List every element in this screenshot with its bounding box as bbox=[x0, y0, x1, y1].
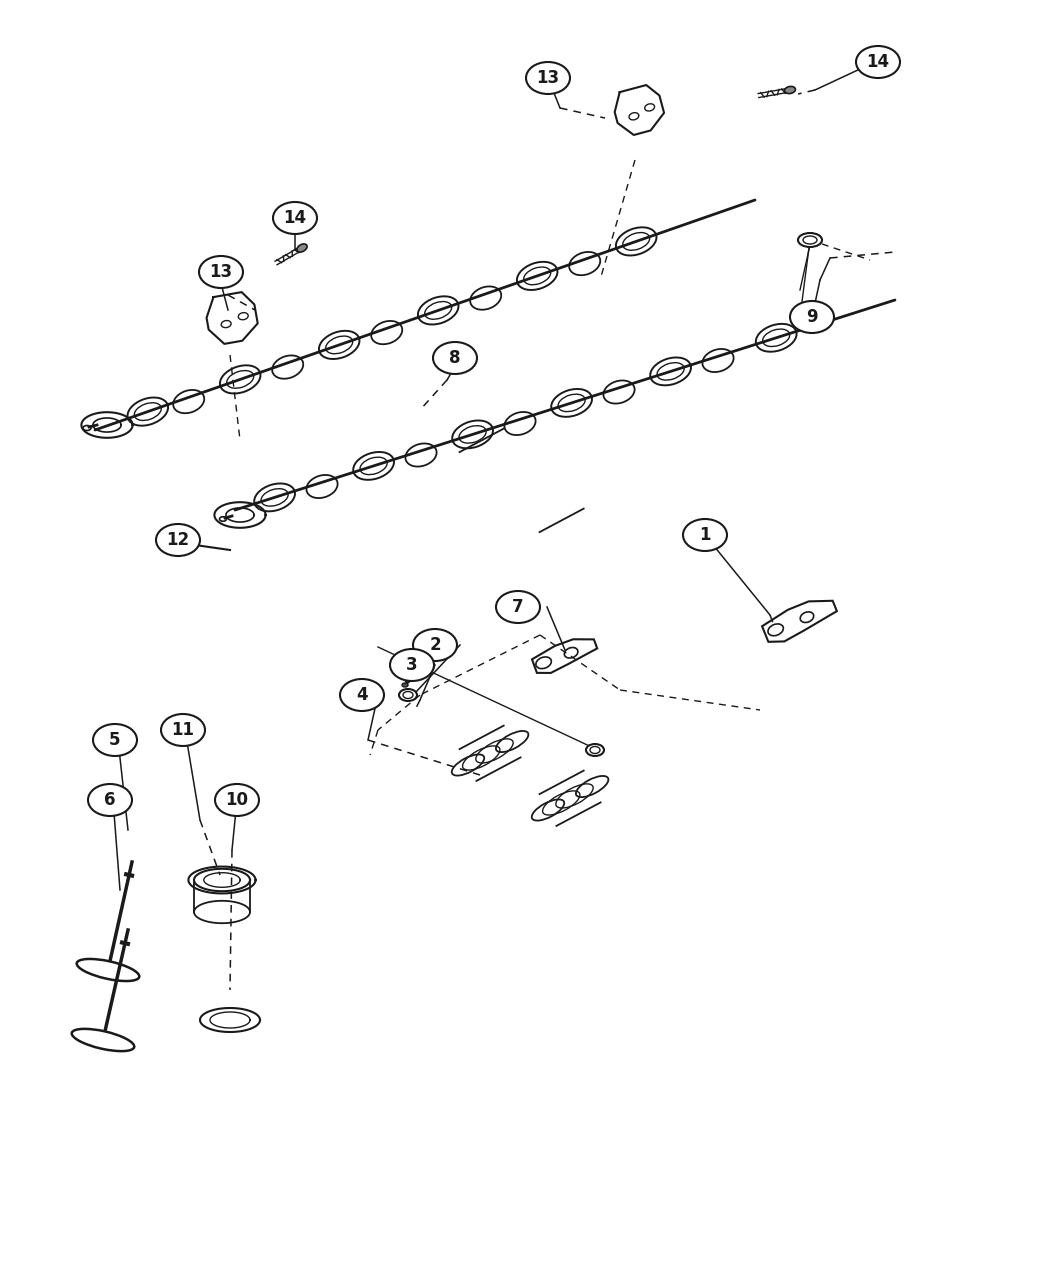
Ellipse shape bbox=[526, 62, 570, 94]
Text: 12: 12 bbox=[167, 530, 190, 550]
Text: 11: 11 bbox=[171, 720, 194, 739]
Ellipse shape bbox=[682, 519, 727, 551]
Text: 4: 4 bbox=[356, 686, 368, 704]
Ellipse shape bbox=[161, 714, 205, 746]
Ellipse shape bbox=[156, 524, 200, 556]
Ellipse shape bbox=[186, 539, 198, 547]
Ellipse shape bbox=[413, 629, 457, 660]
Text: 2: 2 bbox=[429, 636, 441, 654]
Text: 6: 6 bbox=[104, 790, 116, 810]
Text: 7: 7 bbox=[512, 598, 524, 616]
Ellipse shape bbox=[586, 745, 604, 756]
Ellipse shape bbox=[88, 784, 132, 816]
Ellipse shape bbox=[433, 342, 477, 374]
Text: 8: 8 bbox=[449, 349, 461, 367]
Ellipse shape bbox=[402, 683, 408, 687]
Ellipse shape bbox=[790, 301, 834, 333]
Ellipse shape bbox=[297, 244, 307, 252]
Ellipse shape bbox=[77, 959, 140, 980]
Text: 14: 14 bbox=[866, 54, 889, 71]
Ellipse shape bbox=[273, 201, 317, 235]
Ellipse shape bbox=[856, 46, 900, 78]
Ellipse shape bbox=[798, 233, 822, 247]
Text: 13: 13 bbox=[209, 263, 232, 280]
Text: 10: 10 bbox=[226, 790, 249, 810]
Ellipse shape bbox=[784, 87, 796, 93]
Ellipse shape bbox=[93, 724, 136, 756]
Text: 9: 9 bbox=[806, 309, 818, 326]
Text: 14: 14 bbox=[284, 209, 307, 227]
Text: 1: 1 bbox=[699, 527, 711, 544]
Ellipse shape bbox=[390, 649, 434, 681]
Text: 13: 13 bbox=[537, 69, 560, 87]
Ellipse shape bbox=[496, 592, 540, 623]
Ellipse shape bbox=[405, 678, 411, 682]
Ellipse shape bbox=[200, 256, 243, 288]
Text: 3: 3 bbox=[406, 657, 418, 674]
Ellipse shape bbox=[215, 784, 259, 816]
Ellipse shape bbox=[71, 1029, 134, 1051]
Text: 5: 5 bbox=[109, 731, 121, 748]
Ellipse shape bbox=[399, 688, 417, 701]
Ellipse shape bbox=[340, 680, 384, 711]
